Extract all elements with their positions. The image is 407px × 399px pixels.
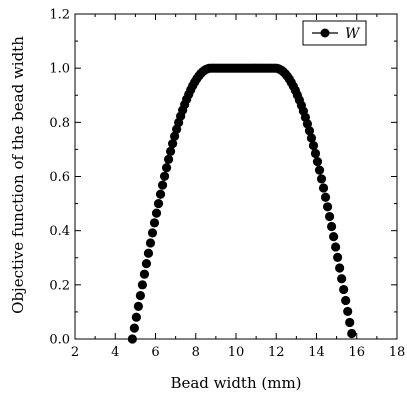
x-tick-label: 16 xyxy=(348,345,365,360)
x-tick-label: 12 xyxy=(268,345,285,360)
data-point xyxy=(170,131,180,141)
y-axis-title: Objective function of the bead width xyxy=(9,36,27,314)
legend-marker xyxy=(320,28,330,38)
data-point xyxy=(314,165,325,175)
data-point xyxy=(310,148,321,159)
legend: W xyxy=(302,20,367,46)
data-point xyxy=(333,252,343,263)
data-point xyxy=(143,248,154,258)
data-point xyxy=(324,211,335,222)
data-point xyxy=(161,163,172,173)
data-point xyxy=(304,126,315,136)
data-point xyxy=(306,133,317,143)
data-point xyxy=(147,228,158,238)
x-tick-label: 4 xyxy=(111,345,119,360)
y-tick-label: 1.0 xyxy=(49,62,70,77)
data-point xyxy=(337,274,347,284)
data-point xyxy=(168,139,178,149)
data-point xyxy=(347,328,357,339)
data-point xyxy=(322,202,333,212)
data-point xyxy=(139,269,150,279)
y-tick-label: 0.4 xyxy=(49,224,70,239)
y-tick-label: 0.8 xyxy=(49,116,70,131)
data-point xyxy=(153,198,164,209)
data-point xyxy=(341,295,351,306)
data-point xyxy=(133,301,143,311)
x-tick-label: 18 xyxy=(389,345,406,360)
x-axis-ticks: 2 4 6 8 10 12 14 16 18 xyxy=(71,14,405,360)
plot-frame xyxy=(74,13,398,340)
data-point xyxy=(151,208,162,218)
data-point xyxy=(308,140,319,151)
data-point xyxy=(159,171,170,181)
data-point xyxy=(145,238,156,248)
x-tick-label: 2 xyxy=(71,345,79,360)
data-point xyxy=(137,280,148,290)
data-point xyxy=(163,154,174,164)
data-point xyxy=(335,263,345,273)
data-point xyxy=(345,317,355,328)
data-point xyxy=(329,232,339,242)
y-tick-label: 0.2 xyxy=(49,278,70,293)
data-point xyxy=(320,192,331,202)
data-point xyxy=(312,157,323,167)
data-point xyxy=(326,221,337,232)
legend-label: W xyxy=(345,26,361,42)
x-tick-label: 6 xyxy=(151,345,159,360)
x-tick-label: 10 xyxy=(228,345,245,360)
data-point xyxy=(157,180,168,190)
x-axis-title: Bead width (mm) xyxy=(170,374,301,392)
data-point xyxy=(141,259,152,269)
series-w-points xyxy=(127,63,357,344)
data-point xyxy=(343,306,353,317)
data-point xyxy=(165,146,176,156)
data-point xyxy=(127,334,137,344)
y-tick-label: 0.6 xyxy=(49,170,70,185)
data-point xyxy=(135,290,146,301)
data-point xyxy=(318,183,329,193)
x-tick-label: 14 xyxy=(308,345,325,360)
x-tick-label: 8 xyxy=(192,345,200,360)
data-point xyxy=(131,312,141,322)
data-point xyxy=(316,174,327,184)
y-tick-label: 1.2 xyxy=(49,8,70,23)
data-point xyxy=(155,189,166,199)
data-point xyxy=(149,218,160,228)
y-axis-ticks: 0.0 0.2 0.4 0.6 0.8 1.0 1.2 xyxy=(49,8,397,348)
data-point xyxy=(331,242,341,252)
data-point xyxy=(339,284,349,295)
data-point xyxy=(129,323,139,333)
y-tick-label: 0.0 xyxy=(49,333,70,348)
